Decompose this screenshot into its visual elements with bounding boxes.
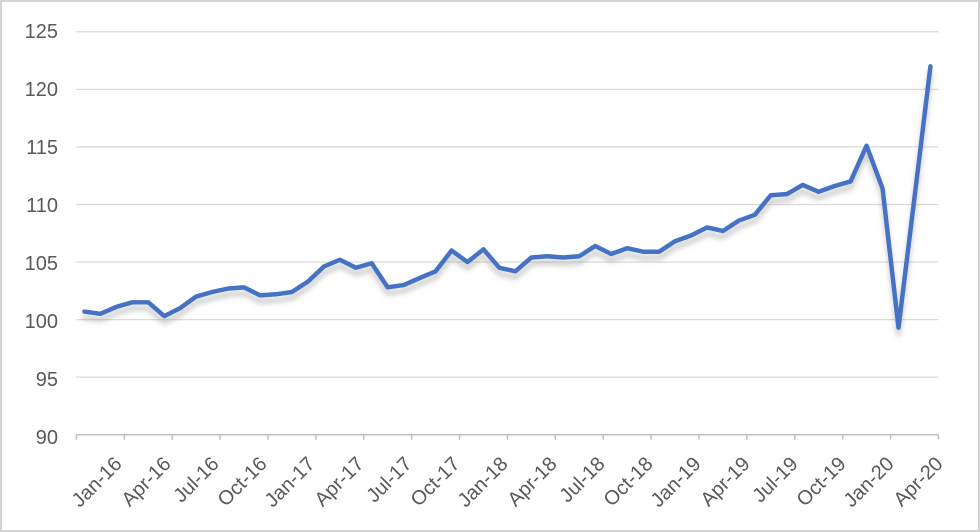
y-axis-tick-label: 105 bbox=[24, 253, 58, 275]
y-axis-tick-label: 110 bbox=[26, 195, 58, 217]
y-axis-tick-label: 90 bbox=[35, 427, 58, 449]
y-axis-tick-label: 115 bbox=[26, 137, 58, 159]
gridlines bbox=[76, 31, 939, 436]
y-axis-tick-label: 125 bbox=[24, 21, 58, 43]
series-line bbox=[82, 64, 933, 330]
y-axis-tick-label: 95 bbox=[35, 369, 58, 391]
axis-ticks bbox=[75, 434, 940, 440]
y-axis-tick-label: 100 bbox=[24, 311, 58, 333]
y-axis-tick-label: 120 bbox=[24, 79, 58, 101]
